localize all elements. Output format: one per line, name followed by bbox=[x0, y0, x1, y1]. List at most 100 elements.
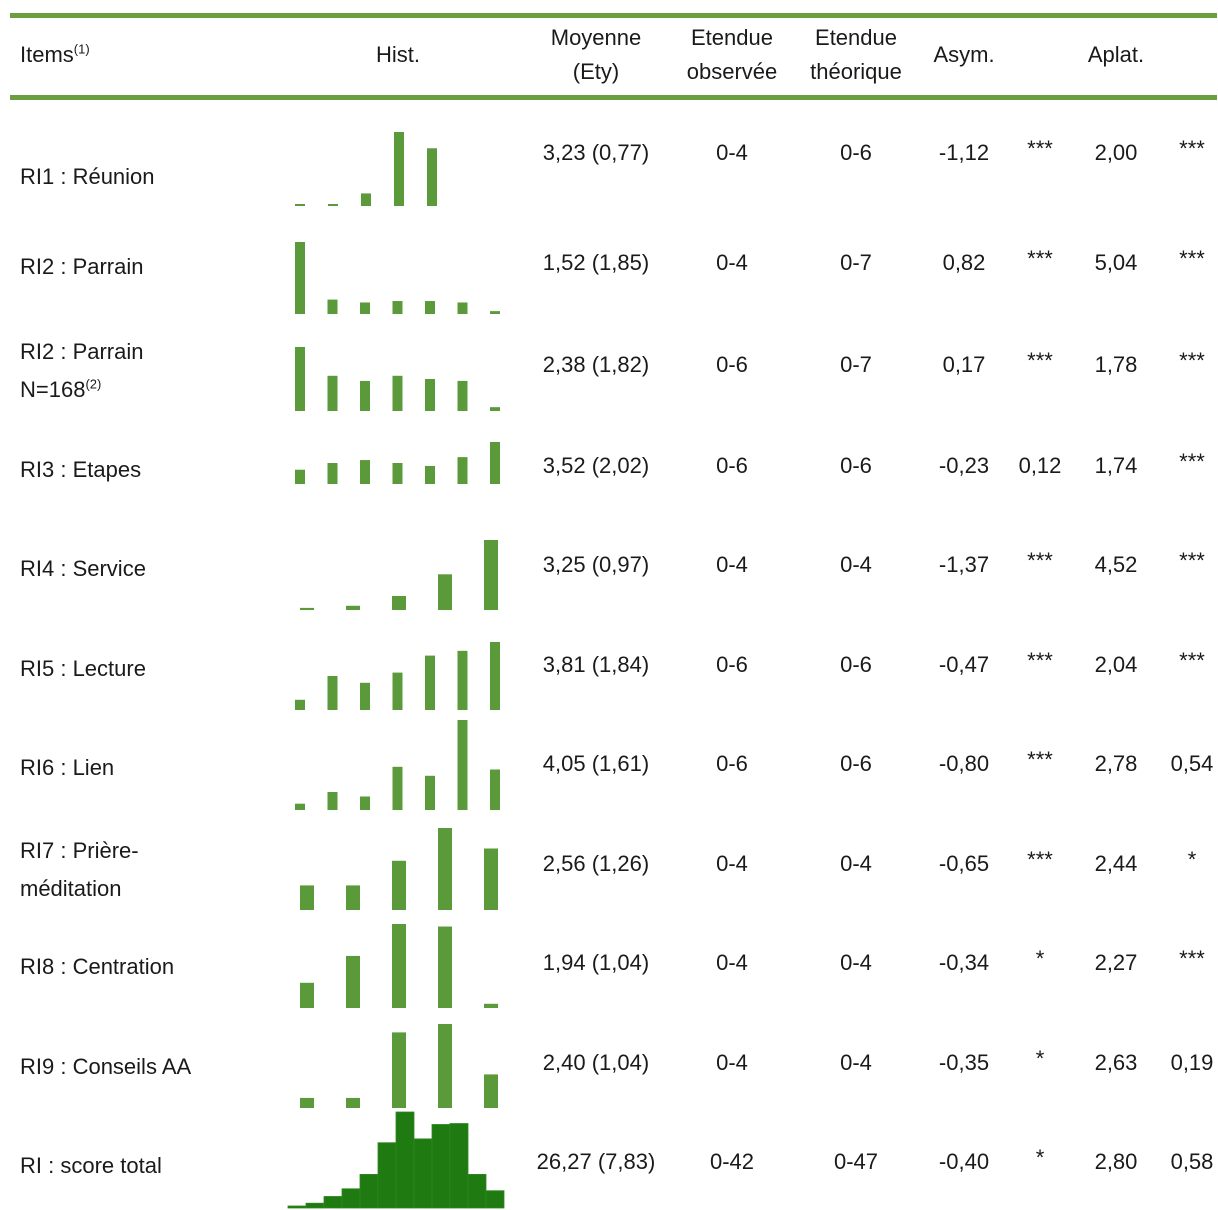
histogram bbox=[287, 1111, 505, 1209]
cell-asym-sig: *** bbox=[1027, 348, 1053, 373]
cell-asym-sig: *** bbox=[1027, 747, 1053, 772]
item-label-line2: N=168(2) bbox=[20, 376, 102, 402]
histogram-bar bbox=[327, 299, 338, 314]
cell-asym: -0,40 bbox=[938, 1149, 990, 1174]
cell-obs: 0-6 bbox=[716, 453, 748, 478]
cell-obs: 0-4 bbox=[716, 250, 748, 275]
cell-obs: 0-4 bbox=[716, 950, 748, 975]
cell-aplat: 5,04 bbox=[1094, 250, 1138, 275]
cell-aplat-sig: 0,54 bbox=[1170, 751, 1214, 776]
cell-mean: 1,94 (1,04) bbox=[542, 950, 650, 975]
cell-obs: 0-42 bbox=[709, 1149, 755, 1174]
item-label: RI2 : Parrain N=168(2) bbox=[20, 333, 144, 409]
histogram-bar bbox=[425, 465, 435, 484]
item-label: RI : score total bbox=[20, 1147, 162, 1185]
histogram-bar bbox=[485, 1190, 505, 1209]
histogram-bar bbox=[377, 1142, 397, 1209]
histogram-bar bbox=[392, 375, 403, 411]
histogram bbox=[295, 132, 437, 206]
histogram-bar bbox=[449, 1123, 469, 1209]
cell-asym-sig: * bbox=[1035, 1046, 1045, 1071]
cell-mean: 3,25 (0,97) bbox=[542, 552, 650, 577]
cell-theo: 0-47 bbox=[833, 1149, 879, 1174]
cell-theo: 0-4 bbox=[840, 851, 872, 876]
histogram-bar bbox=[431, 1124, 451, 1209]
histogram-bar bbox=[425, 301, 435, 314]
cell-aplat-sig: *** bbox=[1179, 648, 1205, 673]
header-aplat: Aplat. bbox=[1087, 42, 1145, 67]
cell-theo: 0-7 bbox=[840, 352, 872, 377]
histogram-bar bbox=[392, 596, 406, 610]
histogram bbox=[300, 828, 498, 910]
cell-asym-sig: *** bbox=[1027, 648, 1053, 673]
histogram-bar bbox=[392, 301, 403, 314]
histogram-bar bbox=[346, 605, 360, 610]
histogram-bar bbox=[490, 311, 500, 314]
cell-theo: 0-6 bbox=[840, 751, 872, 776]
header-etendue-theorique-line2: théorique bbox=[810, 59, 902, 84]
item-label-line1: RI2 : Parrain bbox=[20, 339, 144, 364]
cell-theo: 0-6 bbox=[840, 652, 872, 677]
cell-obs: 0-6 bbox=[716, 652, 748, 677]
histogram-bar bbox=[327, 792, 338, 810]
header-items-label: Items bbox=[20, 42, 74, 67]
histogram-bar bbox=[300, 885, 314, 910]
item-label: RI3 : Etapes bbox=[20, 451, 141, 489]
cell-mean: 3,23 (0,77) bbox=[542, 140, 650, 165]
histogram-bar bbox=[490, 407, 500, 411]
cell-obs: 0-6 bbox=[716, 751, 748, 776]
header-etendue-observee-line1: Etendue bbox=[691, 25, 773, 50]
histogram-bar bbox=[427, 148, 437, 206]
item-label: RI5 : Lecture bbox=[20, 650, 146, 688]
cell-obs: 0-6 bbox=[716, 352, 748, 377]
cell-asym-sig: *** bbox=[1027, 847, 1053, 872]
item-label: RI8 : Centration bbox=[20, 948, 174, 986]
histogram-bar bbox=[346, 955, 360, 1008]
histogram-bar bbox=[295, 242, 305, 314]
histogram-bar bbox=[360, 460, 370, 484]
item-label: RI4 : Service bbox=[20, 550, 146, 588]
cell-asym-sig: 0,12 bbox=[1018, 453, 1062, 478]
histogram-bar bbox=[425, 379, 435, 411]
histogram-bar bbox=[484, 848, 498, 910]
item-label-line1: RI8 : Centration bbox=[20, 954, 175, 979]
item-label-line1: RI : score total bbox=[20, 1153, 162, 1178]
item-label-line1: RI7 : Prière- bbox=[20, 838, 139, 863]
histogram-bar bbox=[425, 775, 435, 810]
histogram-bar bbox=[438, 574, 452, 610]
histogram-bar bbox=[484, 1074, 498, 1108]
cell-asym: -0,34 bbox=[938, 950, 990, 975]
histogram bbox=[295, 442, 500, 484]
cell-asym: 0,82 bbox=[942, 250, 986, 275]
header-hist: Hist. bbox=[376, 42, 420, 67]
item-label-line1: RI2 : Parrain bbox=[20, 254, 144, 279]
histogram-bar bbox=[346, 1097, 360, 1108]
cell-asym-sig: * bbox=[1035, 1145, 1045, 1170]
histogram-bar bbox=[392, 924, 406, 1008]
histogram-bar bbox=[457, 650, 468, 710]
cell-mean: 3,52 (2,02) bbox=[542, 453, 650, 478]
histogram-bar bbox=[392, 672, 403, 710]
cell-theo: 0-6 bbox=[840, 140, 872, 165]
histogram-bar bbox=[490, 769, 500, 810]
cell-aplat-sig: 0,58 bbox=[1170, 1149, 1214, 1174]
header-asym: Asym. bbox=[933, 42, 995, 67]
cell-aplat-sig: *** bbox=[1179, 136, 1205, 161]
histogram-bar bbox=[360, 682, 370, 710]
histogram-bar bbox=[361, 193, 371, 206]
header-moyenne: Moyenne (Ety) bbox=[551, 21, 642, 89]
histogram-bar bbox=[300, 1097, 314, 1108]
cell-aplat-sig: 0,19 bbox=[1170, 1050, 1214, 1075]
cell-asym-sig: *** bbox=[1027, 246, 1053, 271]
histogram bbox=[300, 924, 498, 1008]
cell-aplat-sig: *** bbox=[1179, 449, 1205, 474]
cell-mean: 1,52 (1,85) bbox=[542, 250, 650, 275]
histogram bbox=[295, 347, 500, 411]
histogram-bar bbox=[295, 204, 305, 206]
cell-asym: -0,47 bbox=[938, 652, 990, 677]
histogram-bar bbox=[360, 796, 370, 810]
histogram bbox=[300, 1024, 498, 1108]
cell-theo: 0-6 bbox=[840, 453, 872, 478]
cell-asym-sig: *** bbox=[1027, 548, 1053, 573]
item-label-line1: RI9 : Conseils AA bbox=[20, 1054, 192, 1079]
